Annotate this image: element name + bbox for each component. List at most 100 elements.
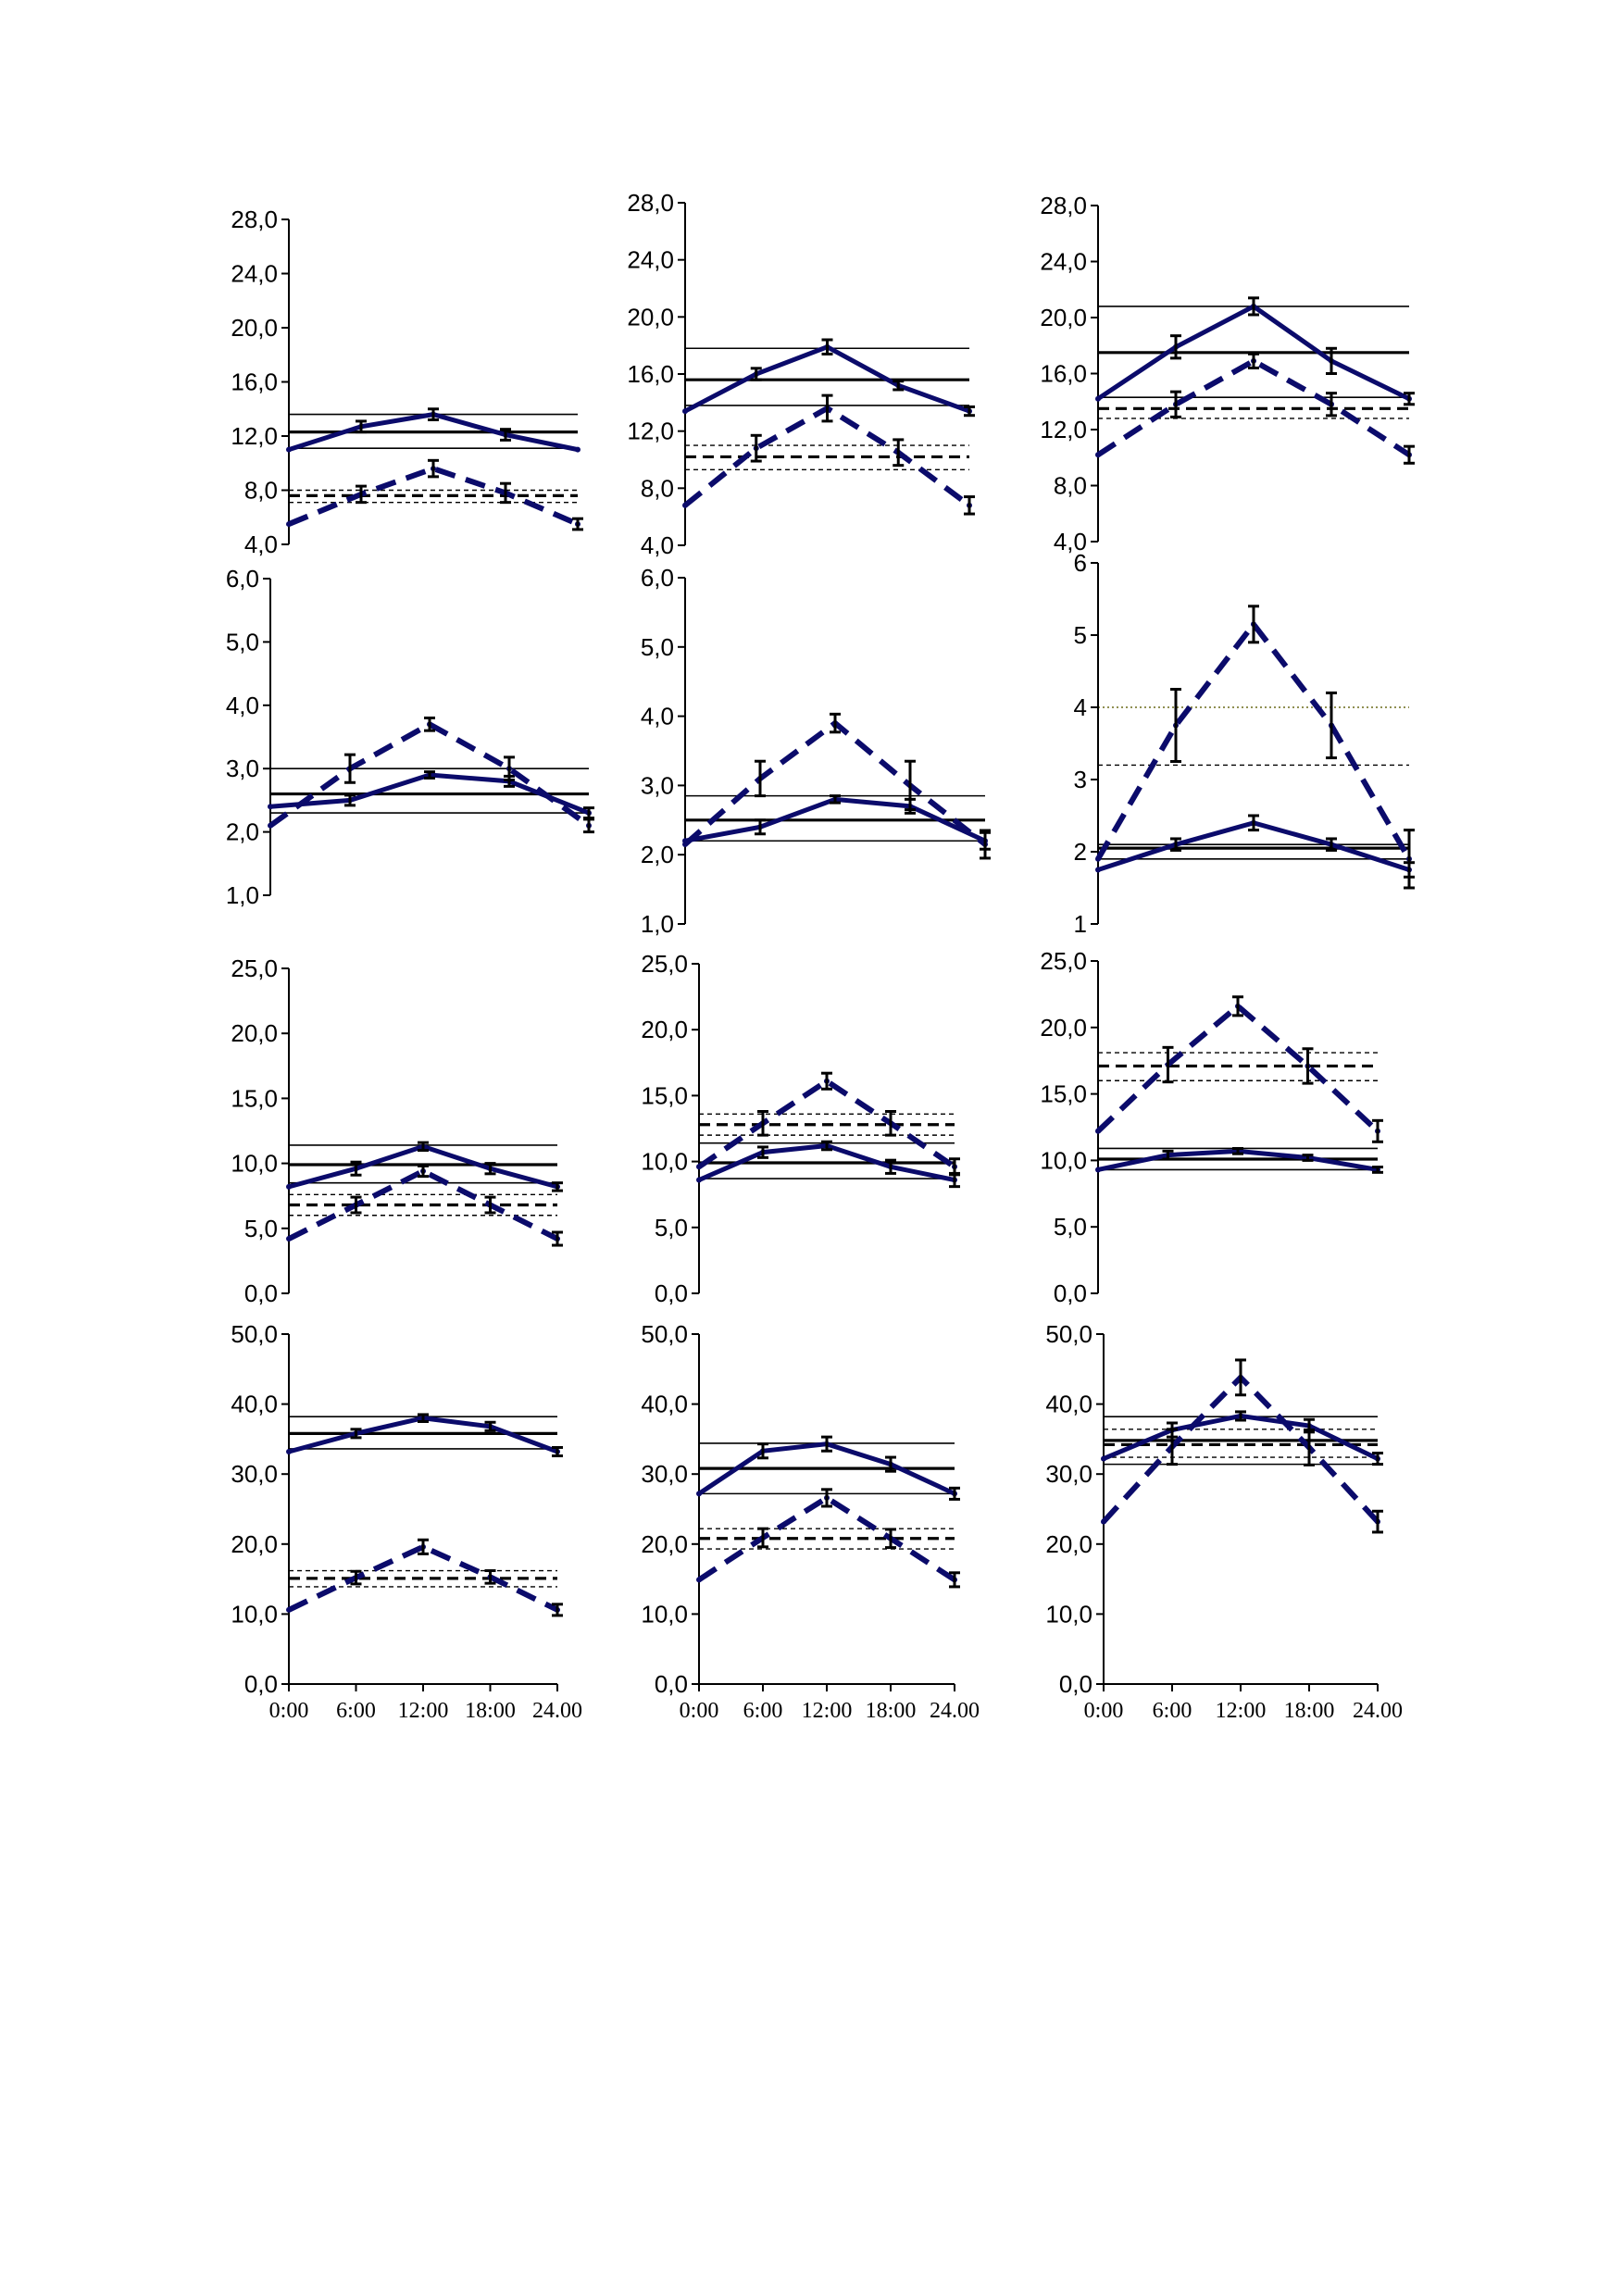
- series-line-dashed: [287, 1167, 559, 1242]
- error-bar: [1404, 392, 1415, 406]
- error-bar: [552, 1445, 563, 1458]
- y-tick-label: 10,0: [1045, 1600, 1092, 1628]
- x-tick-label: 0:00: [1084, 1699, 1124, 1723]
- x-tick-label: 18:00: [1284, 1699, 1335, 1723]
- series-line-dashed: [697, 1078, 956, 1169]
- y-tick-label: 16,0: [1040, 360, 1087, 388]
- error-bar: [1248, 814, 1259, 832]
- data-point: [286, 521, 292, 528]
- data-point: [1095, 452, 1101, 458]
- error-bar: [1170, 390, 1181, 418]
- y-tick-label: 20,0: [231, 1530, 278, 1558]
- series-line-dashed: [287, 465, 580, 527]
- series-line-solid: [1103, 1413, 1380, 1461]
- chart-panel-r3c3: 0,0 5,0 10,0 15,0 20,0 25,0: [1040, 947, 1383, 1307]
- y-tick-label: 15,0: [231, 1084, 278, 1112]
- y-tick-label: 10,0: [231, 1600, 278, 1628]
- error-bar: [757, 1109, 768, 1137]
- error-bar: [428, 458, 439, 479]
- error-bar: [356, 484, 367, 505]
- y-tick-label: 10,0: [641, 1600, 688, 1628]
- y-tick-label: 10,0: [641, 1148, 688, 1176]
- x-tick-label: 12:00: [398, 1699, 449, 1723]
- y-tick-label: 30,0: [641, 1460, 688, 1488]
- error-bar: [1167, 1428, 1178, 1466]
- y-tick-label: 4,0: [641, 531, 674, 559]
- chart-panel-r2c3: 1 2 3 4 5 6: [1074, 549, 1415, 938]
- y-tick-label: 3,0: [226, 755, 259, 782]
- x-tick-label: 6:00: [743, 1699, 783, 1723]
- chart-panel-r1c1: 4,0 8,0 12,0 16,0 20,0 24,0 28,0: [231, 206, 583, 558]
- data-point: [286, 1449, 292, 1455]
- error-bar: [418, 1538, 429, 1555]
- x-tick-label: 24.00: [532, 1699, 582, 1723]
- error-bar: [1304, 1429, 1315, 1466]
- error-bar: [893, 380, 905, 392]
- y-tick-label: 24,0: [1040, 248, 1087, 276]
- error-bar: [830, 794, 841, 805]
- error-bar: [893, 438, 905, 468]
- error-bar: [885, 1528, 896, 1550]
- error-bar: [949, 1486, 960, 1501]
- error-bar: [484, 1195, 496, 1215]
- x-tick-label: 24.00: [1353, 1699, 1403, 1723]
- error-bar: [552, 1603, 563, 1617]
- error-bar: [885, 1455, 896, 1473]
- error-bar: [964, 495, 975, 516]
- chart-panel-r3c1: 0,0 5,0 10,0 15,0 20,0 25,0: [231, 955, 563, 1307]
- error-bar: [821, 1071, 832, 1091]
- y-tick-label: 5,0: [655, 1214, 688, 1242]
- error-bar: [1326, 691, 1337, 760]
- y-tick-label: 15,0: [641, 1081, 688, 1109]
- data-point: [1095, 1167, 1101, 1173]
- error-bar: [1235, 1358, 1246, 1397]
- chart-panel-r1c2: 4,0 8,0 12,0 16,0 20,0 24,0 28,0: [627, 189, 975, 559]
- y-tick-label: 6: [1074, 549, 1087, 577]
- data-point: [286, 1236, 292, 1242]
- y-tick-label: 1: [1074, 910, 1087, 938]
- error-bar: [1162, 1045, 1174, 1084]
- error-bar: [572, 517, 583, 531]
- y-tick-label: 28,0: [1040, 192, 1087, 219]
- x-tick-label: 6:00: [1153, 1699, 1192, 1723]
- error-bar: [1326, 346, 1337, 375]
- error-bar: [1248, 352, 1259, 369]
- error-bar: [821, 1488, 832, 1508]
- y-tick-label: 0,0: [1059, 1670, 1092, 1698]
- y-tick-label: 20,0: [231, 314, 278, 342]
- error-bar: [1372, 1452, 1383, 1466]
- series-line-dashed: [1095, 1002, 1380, 1134]
- data-point: [575, 446, 581, 453]
- y-tick-label: 3,0: [641, 771, 674, 799]
- chart-panel-r4c2: 0,0 10,0 20,0 30,0 40,0 50,0 0:00 6:00 12:00 18:0…: [641, 1320, 980, 1723]
- y-tick-label: 50,0: [231, 1320, 278, 1348]
- y-tick-label: 24,0: [231, 260, 278, 288]
- y-tick-label: 2,0: [641, 841, 674, 868]
- y-tick-label: 10,0: [1040, 1146, 1087, 1174]
- y-tick-label: 20,0: [1040, 304, 1087, 331]
- chart-panel-r3c2: 0,0 5,0 10,0 15,0 20,0 25,0: [641, 950, 960, 1307]
- error-bar: [1232, 1146, 1243, 1155]
- data-point: [1101, 1455, 1106, 1462]
- data-point: [682, 841, 688, 847]
- error-bar: [484, 1569, 496, 1585]
- error-bar: [1235, 1410, 1246, 1422]
- x-tick-label: 6:00: [336, 1699, 376, 1723]
- y-tick-label: 25,0: [1040, 947, 1087, 975]
- error-bar: [821, 338, 833, 356]
- x-tick-label: 0:00: [269, 1699, 309, 1723]
- y-tick-label: 0,0: [244, 1279, 278, 1307]
- y-tick-label: 12,0: [1040, 416, 1087, 443]
- error-bar: [750, 433, 762, 463]
- y-tick-label: 5,0: [641, 633, 674, 661]
- data-point: [268, 822, 273, 829]
- data-point: [286, 1183, 292, 1190]
- y-tick-label: 5,0: [226, 628, 259, 655]
- chart-panel-r1c3: 4,0 8,0 12,0 16,0 20,0 24,0 28,0: [1040, 192, 1415, 555]
- y-tick-label: 4,0: [641, 703, 674, 730]
- y-tick-label: 40,0: [1045, 1391, 1092, 1418]
- y-tick-label: 4,0: [226, 692, 259, 719]
- error-bar: [418, 1413, 429, 1423]
- y-tick-label: 3: [1074, 766, 1087, 793]
